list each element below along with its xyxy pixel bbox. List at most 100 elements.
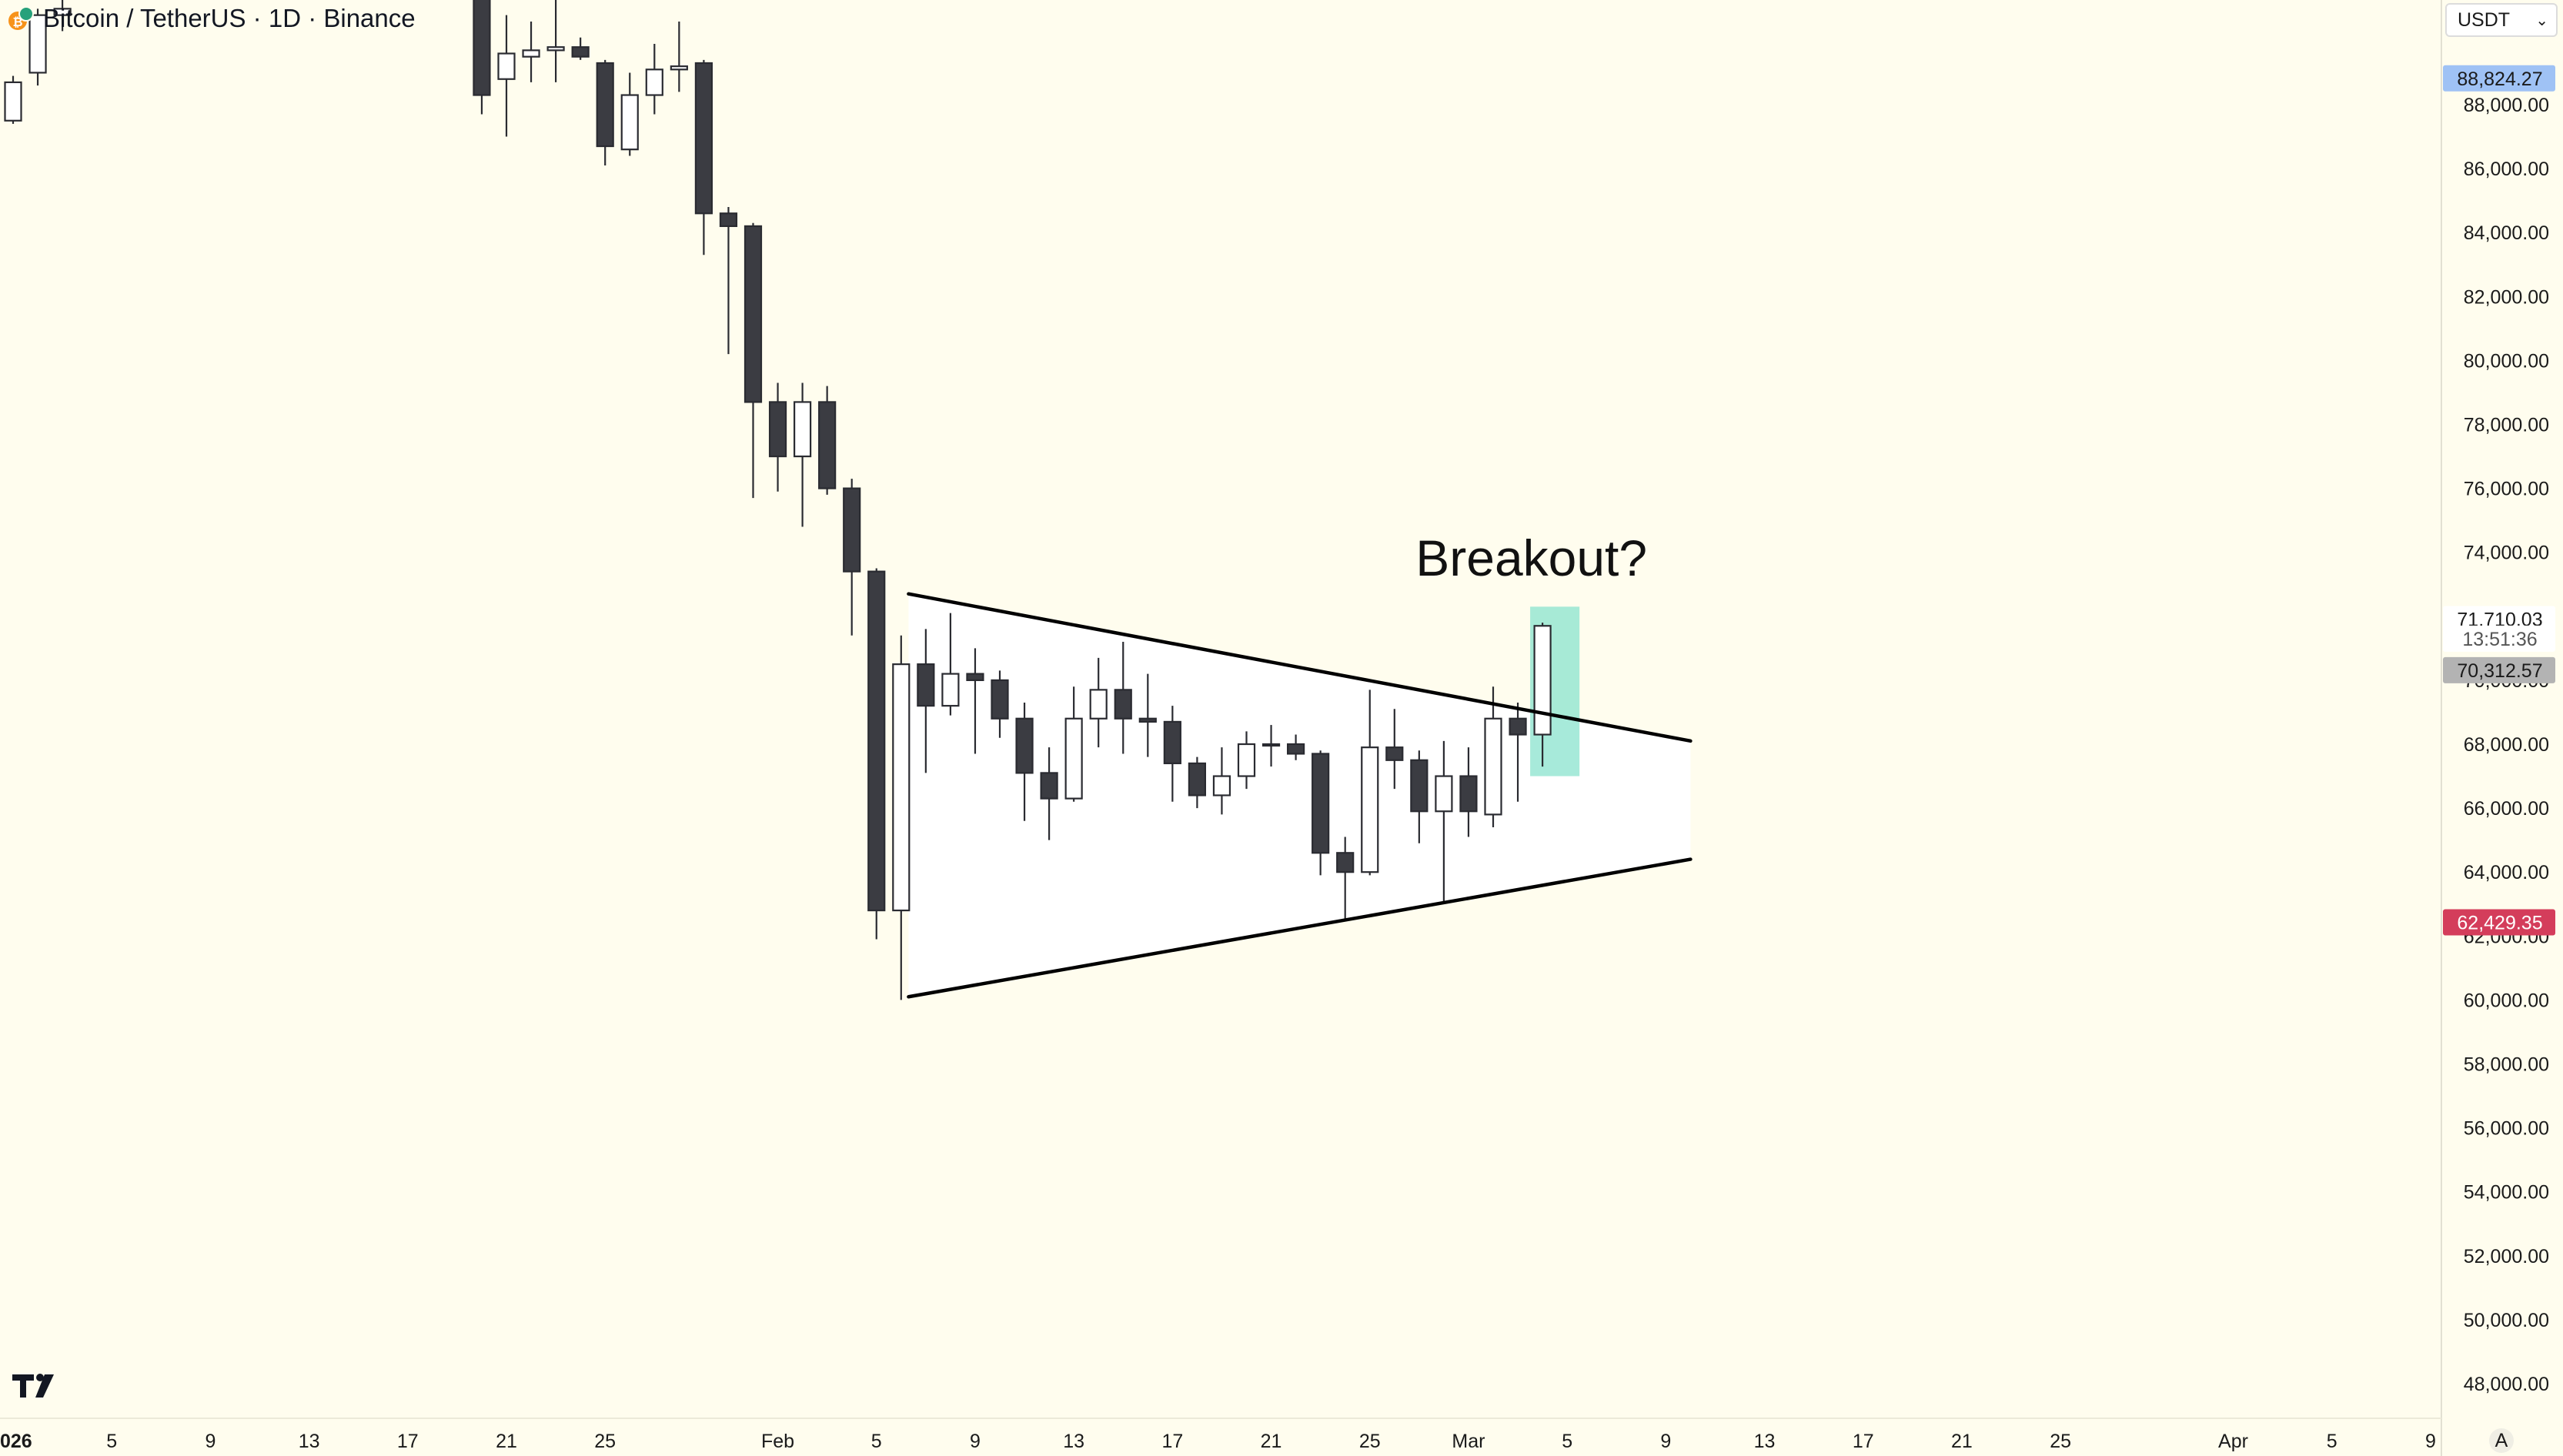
candle[interactable]: [522, 21, 540, 82]
time-tick-label: 5: [106, 1431, 117, 1452]
candle[interactable]: [473, 0, 491, 115]
time-tick-label: Apr: [2218, 1431, 2248, 1452]
candle[interactable]: [1361, 690, 1379, 876]
candle[interactable]: [818, 386, 837, 495]
time-tick-label: Feb: [761, 1431, 794, 1452]
candle-body-up: [1212, 775, 1231, 796]
candle-body-up: [1089, 689, 1108, 720]
candle[interactable]: [768, 382, 787, 492]
candle[interactable]: [966, 648, 984, 754]
candle[interactable]: [917, 629, 935, 773]
time-tick-label: 026: [0, 1431, 32, 1452]
candle[interactable]: [1237, 731, 1256, 790]
time-tick-label: 25: [594, 1431, 616, 1452]
candle[interactable]: [867, 568, 886, 940]
candle[interactable]: [1484, 686, 1502, 828]
candle[interactable]: [694, 59, 713, 255]
candle[interactable]: [596, 59, 614, 165]
candle-body-down: [1509, 717, 1527, 736]
candle-body-up: [670, 65, 688, 71]
price-tick-label: 60,000.00: [2464, 990, 2549, 1011]
candle[interactable]: [1336, 837, 1355, 920]
time-tick-label: 9: [1660, 1431, 1671, 1452]
price-tick-label: 76,000.00: [2464, 479, 2549, 500]
candle-body-down: [991, 679, 1009, 720]
time-tick-label: 17: [397, 1431, 419, 1452]
candle-body-up: [1064, 717, 1083, 800]
candle[interactable]: [497, 15, 516, 137]
candle[interactable]: [546, 0, 565, 82]
candle[interactable]: [1089, 657, 1108, 748]
candle-body-up: [620, 94, 639, 151]
candle-body-up: [793, 401, 812, 458]
time-tick-label: 17: [1853, 1431, 1874, 1452]
price-badge: 13:51:36: [2443, 625, 2555, 652]
candle-body-down: [694, 62, 713, 215]
candle-body-down: [1312, 753, 1330, 854]
candle[interactable]: [28, 8, 47, 86]
candle[interactable]: [843, 479, 861, 636]
candle[interactable]: [1015, 702, 1034, 821]
candle[interactable]: [793, 382, 812, 527]
candle[interactable]: [1385, 709, 1404, 790]
breakout-annotation[interactable]: Breakout?: [1415, 529, 1647, 586]
price-tick-label: 64,000.00: [2464, 862, 2549, 883]
candle[interactable]: [645, 44, 663, 115]
price-badge: 62,429.35: [2443, 909, 2555, 936]
candle[interactable]: [1188, 756, 1207, 809]
candle-body-up: [645, 68, 663, 96]
price-tick-label: 66,000.00: [2464, 798, 2549, 820]
bitcoin-icon: ₿: [8, 6, 34, 30]
time-tick-label: 5: [1562, 1431, 1572, 1452]
candle[interactable]: [4, 75, 22, 124]
candle[interactable]: [1163, 706, 1181, 802]
currency-label: USDT: [2458, 8, 2511, 31]
price-tick-label: 56,000.00: [2464, 1118, 2549, 1140]
candle[interactable]: [670, 21, 688, 92]
svg-text:A: A: [2495, 1430, 2508, 1451]
candle[interactable]: [1410, 750, 1429, 843]
candle[interactable]: [1261, 725, 1281, 767]
candle[interactable]: [620, 72, 639, 156]
candle[interactable]: [1040, 747, 1058, 840]
candle[interactable]: [744, 222, 763, 499]
candle[interactable]: [941, 613, 960, 716]
currency-select[interactable]: USDT ⌄: [2445, 3, 2558, 37]
trendline-lower[interactable]: [907, 857, 1693, 999]
tradingview-logo-icon[interactable]: [12, 1374, 54, 1398]
candle[interactable]: [1114, 642, 1132, 754]
candle[interactable]: [1312, 750, 1330, 876]
candle[interactable]: [1509, 702, 1527, 802]
candle[interactable]: [719, 206, 738, 355]
candle-body-down: [843, 487, 861, 573]
candle-body-down: [473, 0, 491, 96]
candle[interactable]: [1533, 623, 1552, 767]
chart-title[interactable]: Bitcoin / TetherUS · 1D · Binance: [43, 4, 416, 32]
candle[interactable]: [1286, 734, 1305, 760]
candle[interactable]: [1138, 673, 1157, 757]
candle[interactable]: [571, 37, 590, 60]
candle-body-down: [1410, 759, 1429, 813]
price-axis-panel[interactable]: [2441, 0, 2563, 1456]
candle-body-up: [28, 14, 47, 74]
price-tick-label: 78,000.00: [2464, 415, 2549, 436]
candle[interactable]: [1435, 740, 1453, 904]
svg-text:62,429.35: 62,429.35: [2457, 912, 2542, 933]
candle[interactable]: [53, 0, 72, 32]
candle-body-down: [1114, 689, 1132, 720]
candle[interactable]: [991, 670, 1009, 738]
candle-body-down: [1040, 772, 1058, 800]
candle[interactable]: [1064, 686, 1083, 802]
auto-scale-button[interactable]: A: [2489, 1428, 2514, 1453]
time-tick-label: 9: [970, 1431, 981, 1452]
time-tick-label: 21: [1951, 1431, 1973, 1452]
candle[interactable]: [1212, 747, 1231, 815]
candle[interactable]: [1459, 747, 1478, 837]
time-tick-label: 25: [2050, 1431, 2071, 1452]
candle-body-down: [1459, 775, 1478, 813]
price-tick-label: 82,000.00: [2464, 286, 2549, 308]
trendline-upper[interactable]: [907, 592, 1693, 743]
candle[interactable]: [892, 635, 911, 1000]
